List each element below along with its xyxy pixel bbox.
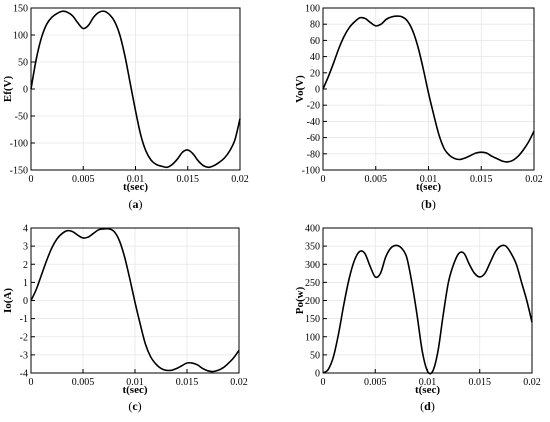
chart-b-ytick-label: 100 (305, 4, 320, 15)
chart-b-series-line-0 (322, 15, 535, 163)
chart-c-xtick-label: 0.005 (72, 377, 95, 388)
chart-b-caption-close: ) (432, 197, 436, 211)
chart-d-caption-letter: d (424, 399, 431, 413)
chart-d-xtick-label: 0.01 (419, 377, 437, 388)
chart-b: 0 0.005 0.01 0.015 0.02 -100 -80 -60 -40 -20 0 20 40… (294, 4, 543, 212)
chart-c: 0 0.005 0.01 0.015 0.02 -4 -3 -2 -1 0 1 2 3 4 t(sec) Io… (2, 224, 248, 414)
chart-a-ytick-label: 0 (23, 85, 28, 96)
chart-a-x-axis-label: t(sec) (123, 181, 148, 193)
chart-a-ytick-label: 100 (13, 31, 28, 42)
chart-c-ytick-label: -4 (20, 369, 28, 380)
chart-a: 0 0.005 0.01 0.015 0.02 -150 -100 -50 0 50 100 150 t… (2, 4, 249, 212)
chart-d-ytick-label: 0 (315, 369, 320, 380)
chart-b-ytick-label: -100 (302, 166, 320, 177)
chart-d-xtick-label: 0 (321, 377, 326, 388)
chart-c-caption-close: ) (138, 399, 142, 413)
chart-b-caption: (b) (421, 197, 436, 211)
chart-d: 0 0.005 0.01 0.015 0.02 0 50 100 150 200 250 300 350… (294, 224, 541, 414)
chart-b-x-axis-label: t(sec) (416, 181, 441, 193)
chart-d-series-line-0 (322, 244, 533, 375)
chart-a-xtick-label: 0.015 (177, 174, 200, 185)
chart-d-xtick-label: 0.015 (469, 377, 492, 388)
chart-b-ytick-label: -20 (307, 101, 320, 112)
chart-b-ytick-label: -80 (307, 149, 320, 160)
chart-d-y-axis-label: Po(w) (294, 286, 306, 314)
chart-a-xtick-label: 0.01 (127, 174, 145, 185)
chart-c-ytick-label: -3 (20, 350, 28, 361)
chart-a-xtick-label: 0.02 (231, 174, 249, 185)
chart-c-y-axis-label: Io(A) (2, 288, 14, 313)
chart-d-caption-open: ( (420, 399, 424, 413)
chart-d-ytick-label: 50 (310, 350, 320, 361)
chart-d-ytick-label: 350 (305, 242, 320, 253)
chart-c-x-axis-label: t(sec) (122, 384, 147, 396)
chart-b-ytick-label: 40 (310, 52, 320, 63)
chart-b-ytick-label: -40 (307, 117, 320, 128)
chart-a-caption-letter: a (133, 197, 139, 211)
chart-d-ytick-label: 400 (305, 224, 320, 235)
chart-c-ytick-label: -1 (20, 314, 28, 325)
chart-c-ytick-label: 4 (23, 224, 28, 235)
chart-b-caption-open: ( (421, 197, 425, 211)
chart-d-ytick-label: 300 (305, 260, 320, 271)
chart-b-ytick-label: 0 (315, 85, 320, 96)
chart-b-y-axis-label: Vo(V) (294, 75, 306, 103)
chart-d-x-axis-label: t(sec) (415, 384, 440, 396)
chart-a-ytick-label: -150 (10, 166, 28, 177)
chart-d-xtick-label: 0.005 (364, 377, 387, 388)
chart-a-caption-close: ) (139, 197, 143, 211)
chart-a-ytick-label: 150 (13, 4, 28, 15)
chart-c-ytick-label: 2 (23, 260, 28, 271)
chart-a-y-axis-label: Ef(V) (2, 76, 14, 103)
chart-a-ytick-label: 50 (18, 58, 28, 69)
chart-c-series-line-0 (30, 227, 240, 373)
chart-d-ytick-label: 200 (305, 296, 320, 307)
chart-c-caption-open: ( (128, 399, 132, 413)
chart-b-xtick-label: 0.005 (365, 174, 388, 185)
chart-a-ytick-label: -50 (15, 112, 28, 123)
chart-b-ytick-label: -60 (307, 133, 320, 144)
chart-b-xtick-label: 0.015 (470, 174, 493, 185)
chart-b-ytick-label: 60 (310, 36, 320, 47)
chart-c-xtick-label: 0.01 (126, 377, 144, 388)
chart-b-caption-letter: b (425, 197, 432, 211)
chart-b-ytick-label: 20 (310, 68, 320, 79)
chart-d-ytick-label: 100 (305, 332, 320, 343)
chart-b-xtick-label: 0 (321, 174, 326, 185)
chart-c-xtick-label: 0.015 (176, 377, 199, 388)
chart-d-ytick-label: 250 (305, 278, 320, 289)
chart-b-xtick-label: 0.01 (420, 174, 438, 185)
chart-a-ytick-label: -100 (10, 139, 28, 150)
chart-c-caption: (c) (128, 399, 141, 413)
chart-d-ytick-label: 150 (305, 314, 320, 325)
chart-d-caption: (d) (420, 399, 435, 413)
chart-d-xtick-label: 0.02 (523, 377, 541, 388)
chart-a-caption-open: ( (129, 197, 133, 211)
chart-b-ytick-label: 80 (310, 20, 320, 31)
chart-c-ytick-label: -2 (20, 332, 28, 343)
chart-b-xtick-label: 0.02 (525, 174, 543, 185)
chart-c-xtick-label: 0 (29, 377, 34, 388)
chart-a-xtick-label: 0 (29, 174, 34, 185)
chart-c-ytick-label: 0 (23, 296, 28, 307)
chart-a-caption: (a) (129, 197, 143, 211)
chart-a-xtick-label: 0.005 (72, 174, 95, 185)
chart-c-caption-letter: c (132, 399, 138, 413)
chart-a-series-line-0 (30, 10, 241, 169)
chart-c-xtick-label: 0.02 (230, 377, 248, 388)
chart-d-caption-close: ) (431, 399, 435, 413)
chart-c-ytick-label: 1 (23, 278, 28, 289)
chart-c-ytick-label: 3 (23, 242, 28, 253)
